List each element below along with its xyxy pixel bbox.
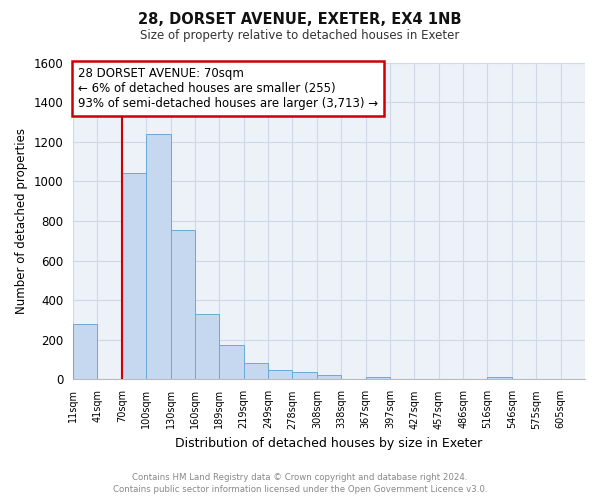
Bar xyxy=(220,345,244,380)
X-axis label: Distribution of detached houses by size in Exeter: Distribution of detached houses by size … xyxy=(175,437,482,450)
Bar xyxy=(195,314,220,380)
Bar xyxy=(122,174,146,380)
Bar xyxy=(317,376,341,380)
Bar xyxy=(73,324,97,380)
Bar xyxy=(292,372,317,380)
Y-axis label: Number of detached properties: Number of detached properties xyxy=(15,128,28,314)
Bar xyxy=(146,134,170,380)
Text: Contains HM Land Registry data © Crown copyright and database right 2024.
Contai: Contains HM Land Registry data © Crown c… xyxy=(113,472,487,494)
Bar xyxy=(244,362,268,380)
Bar xyxy=(365,378,390,380)
Bar xyxy=(268,370,292,380)
Bar xyxy=(487,378,512,380)
Text: 28, DORSET AVENUE, EXETER, EX4 1NB: 28, DORSET AVENUE, EXETER, EX4 1NB xyxy=(138,12,462,28)
Text: 28 DORSET AVENUE: 70sqm
← 6% of detached houses are smaller (255)
93% of semi-de: 28 DORSET AVENUE: 70sqm ← 6% of detached… xyxy=(78,68,378,110)
Text: Size of property relative to detached houses in Exeter: Size of property relative to detached ho… xyxy=(140,29,460,42)
Bar xyxy=(170,230,195,380)
